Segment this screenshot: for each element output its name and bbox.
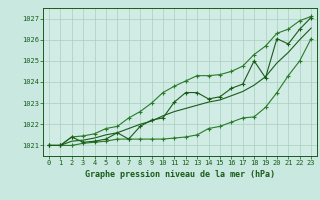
X-axis label: Graphe pression niveau de la mer (hPa): Graphe pression niveau de la mer (hPa) [85,170,275,179]
